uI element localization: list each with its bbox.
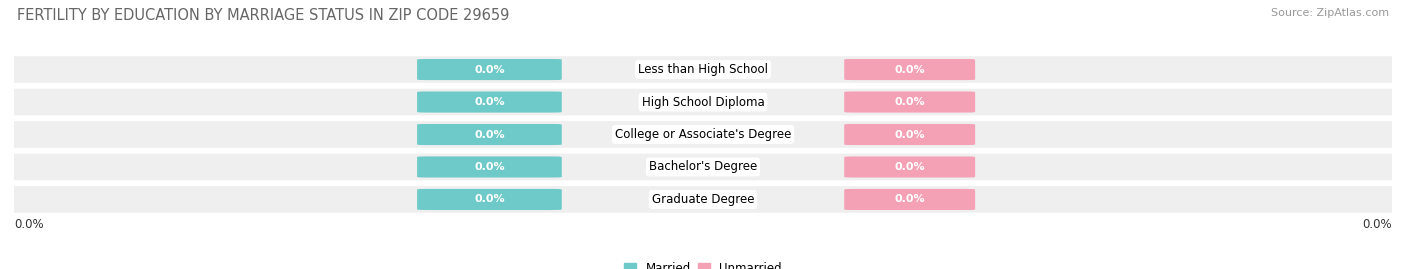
Text: High School Diploma: High School Diploma [641, 95, 765, 108]
FancyBboxPatch shape [0, 186, 1406, 213]
FancyBboxPatch shape [0, 154, 1406, 180]
FancyBboxPatch shape [0, 121, 1406, 148]
Text: College or Associate's Degree: College or Associate's Degree [614, 128, 792, 141]
Text: 0.0%: 0.0% [1362, 218, 1392, 231]
FancyBboxPatch shape [418, 91, 562, 112]
Legend: Married, Unmarried: Married, Unmarried [620, 258, 786, 269]
Text: FERTILITY BY EDUCATION BY MARRIAGE STATUS IN ZIP CODE 29659: FERTILITY BY EDUCATION BY MARRIAGE STATU… [17, 8, 509, 23]
Text: Less than High School: Less than High School [638, 63, 768, 76]
FancyBboxPatch shape [844, 91, 976, 112]
Text: 0.0%: 0.0% [474, 162, 505, 172]
FancyBboxPatch shape [844, 59, 976, 80]
FancyBboxPatch shape [844, 157, 976, 178]
Text: 0.0%: 0.0% [474, 97, 505, 107]
Text: 0.0%: 0.0% [894, 129, 925, 140]
Text: 0.0%: 0.0% [894, 162, 925, 172]
FancyBboxPatch shape [844, 124, 976, 145]
Text: 0.0%: 0.0% [14, 218, 44, 231]
Text: Bachelor's Degree: Bachelor's Degree [650, 161, 756, 174]
FancyBboxPatch shape [0, 56, 1406, 83]
FancyBboxPatch shape [844, 189, 976, 210]
FancyBboxPatch shape [418, 124, 562, 145]
Text: 0.0%: 0.0% [894, 194, 925, 204]
Text: 0.0%: 0.0% [894, 97, 925, 107]
Text: Graduate Degree: Graduate Degree [652, 193, 754, 206]
Text: 0.0%: 0.0% [474, 194, 505, 204]
FancyBboxPatch shape [418, 189, 562, 210]
FancyBboxPatch shape [418, 59, 562, 80]
Text: Source: ZipAtlas.com: Source: ZipAtlas.com [1271, 8, 1389, 18]
Text: 0.0%: 0.0% [474, 129, 505, 140]
FancyBboxPatch shape [418, 157, 562, 178]
Text: 0.0%: 0.0% [474, 65, 505, 75]
FancyBboxPatch shape [0, 89, 1406, 115]
Text: 0.0%: 0.0% [894, 65, 925, 75]
